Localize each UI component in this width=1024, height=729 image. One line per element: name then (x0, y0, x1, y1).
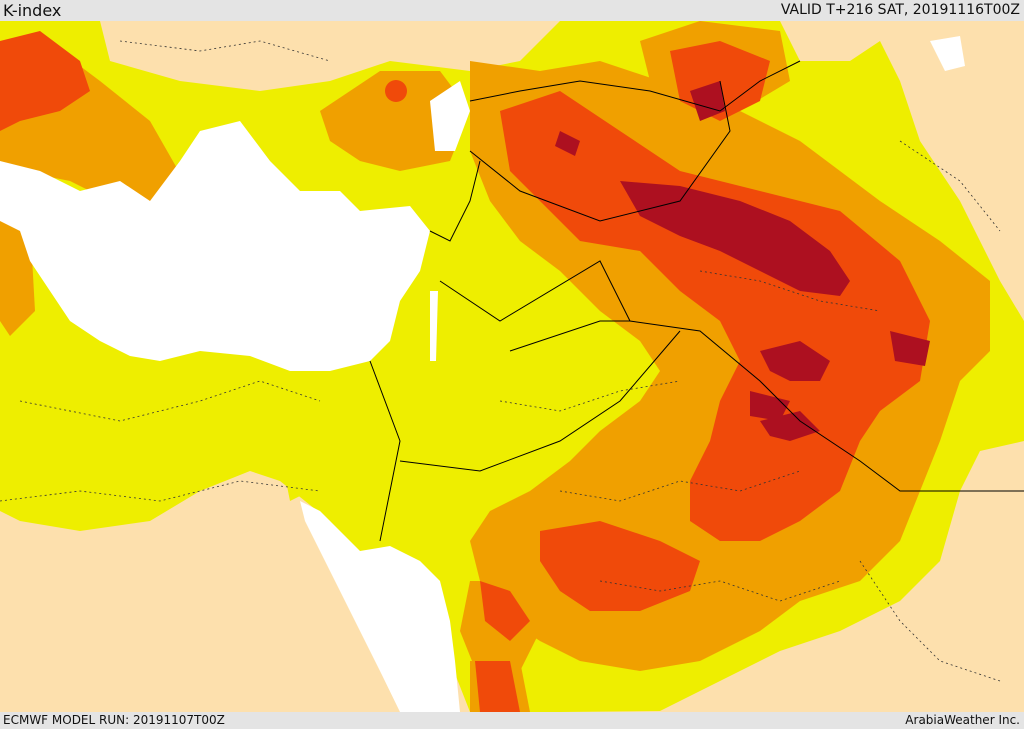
credit: ArabiaWeather Inc. (905, 713, 1020, 727)
black-sea-edge (430, 81, 470, 151)
mediterranean-sea (0, 121, 430, 371)
internal-boundaries (0, 40, 1001, 682)
header-bar: K-index VALID T+216 SAT, 20191116T00Z (0, 0, 1024, 21)
dead-sea (430, 291, 438, 361)
red-sea (300, 501, 460, 712)
model-run: ECMWF MODEL RUN: 20191107T00Z (3, 713, 225, 727)
map-title: K-index (3, 1, 62, 20)
valid-time: VALID T+216 SAT, 20191116T00Z (780, 2, 1020, 18)
k-index-level-4 (555, 81, 930, 441)
country-borders (369, 60, 1024, 542)
footer-bar: ECMWF MODEL RUN: 20191107T00Z ArabiaWeat… (0, 712, 1024, 729)
caspian-edge (930, 36, 965, 71)
water-bodies (0, 36, 965, 712)
k-index-map (0, 21, 1024, 712)
